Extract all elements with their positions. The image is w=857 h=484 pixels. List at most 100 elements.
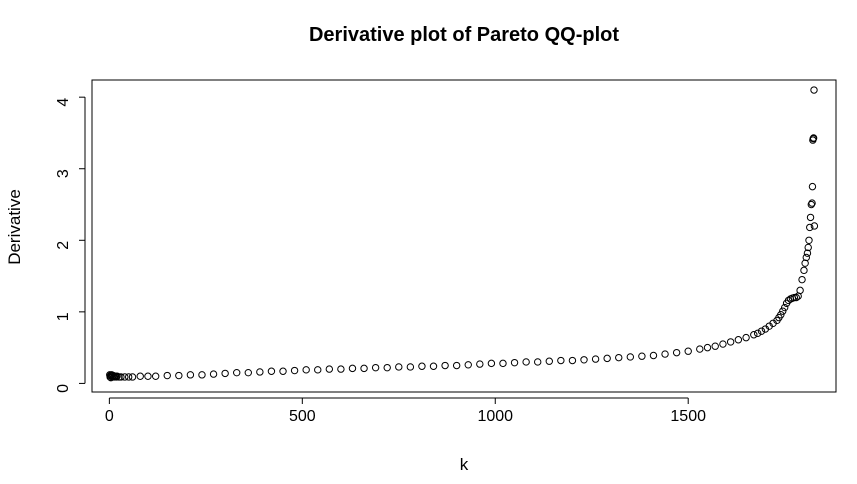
y-tick-label: 3 [55, 169, 72, 178]
data-point [649, 351, 658, 360]
data-point [112, 373, 121, 381]
data-point [163, 371, 171, 380]
data-point [810, 86, 818, 94]
x-tick-label: 500 [289, 408, 316, 425]
data-point [580, 356, 588, 364]
data-point [510, 358, 519, 367]
data-point [186, 371, 195, 379]
data-point [800, 266, 808, 275]
data-point [779, 307, 787, 315]
data-point [383, 363, 391, 372]
data-point [233, 368, 241, 377]
y-axis: 0 1 2 3 4 [55, 96, 86, 393]
data-point [803, 249, 812, 257]
data-points [106, 86, 819, 382]
data-point [796, 286, 804, 295]
data-point [661, 350, 669, 358]
data-point [809, 134, 818, 142]
x-tick-label: 1000 [477, 408, 513, 425]
data-point [418, 362, 426, 370]
plot-area [91, 79, 837, 393]
data-point [591, 355, 600, 363]
data-point [638, 352, 646, 360]
data-point [684, 347, 692, 355]
data-point [806, 223, 814, 232]
data-point [777, 311, 785, 319]
data-point [221, 369, 229, 378]
data-point [117, 373, 125, 381]
y-tick-label: 1 [55, 312, 72, 321]
plot-frame [91, 79, 837, 393]
data-point [121, 373, 129, 381]
data-point [545, 357, 553, 365]
x-axis: 0 500 1000 1500 [105, 397, 706, 425]
x-tick-label: 0 [105, 408, 114, 425]
data-point [557, 356, 565, 365]
x-tick-label: 1500 [670, 408, 706, 425]
data-point [792, 293, 800, 302]
data-point [124, 373, 133, 381]
chart-title: Derivative plot of Pareto QQ-plot [309, 24, 619, 46]
data-point [807, 200, 816, 209]
data-point [804, 243, 812, 252]
data-point [487, 359, 496, 368]
data-point [784, 296, 793, 305]
x-axis-label: k [460, 455, 469, 474]
data-point [522, 358, 530, 366]
data-point [810, 222, 819, 230]
data-point [711, 342, 719, 350]
data-point [703, 343, 712, 352]
data-point [476, 360, 484, 368]
data-point [805, 236, 813, 244]
data-point [798, 275, 806, 284]
data-point [757, 327, 766, 335]
data-point [175, 371, 183, 380]
data-point [128, 373, 137, 381]
data-point [290, 366, 299, 375]
data-point [198, 371, 206, 379]
data-point [499, 359, 507, 368]
data-point [719, 340, 727, 348]
y-tick-label: 2 [55, 241, 72, 250]
data-point [395, 363, 403, 371]
data-point [314, 366, 322, 374]
data-point [534, 358, 542, 366]
data-point [726, 338, 735, 346]
data-point [780, 303, 789, 312]
data-point [136, 372, 144, 380]
data-point [801, 259, 809, 267]
data-point [696, 345, 704, 353]
data-point [452, 361, 461, 370]
data-point [750, 331, 758, 339]
data-point [144, 372, 152, 380]
data-point [337, 365, 345, 373]
data-point [672, 348, 681, 357]
data-point [603, 354, 611, 363]
data-point [808, 182, 817, 191]
data-point [209, 370, 218, 378]
data-point [244, 368, 252, 377]
data-point [279, 367, 287, 375]
data-point [441, 361, 449, 370]
data-point [406, 363, 415, 371]
data-point [429, 362, 438, 370]
data-point [115, 373, 123, 381]
data-point [806, 213, 815, 222]
data-point [371, 363, 380, 372]
data-point [302, 366, 310, 374]
y-tick-label: 0 [55, 384, 72, 393]
data-point [808, 199, 816, 207]
data-point [464, 361, 472, 369]
data-point [360, 364, 368, 373]
data-point [753, 329, 762, 338]
y-axis-label: Derivative [5, 189, 24, 265]
data-point [802, 253, 810, 262]
data-point [742, 333, 750, 342]
data-point [790, 293, 799, 302]
data-point [626, 353, 635, 361]
data-point [568, 356, 577, 365]
data-point [734, 336, 743, 344]
